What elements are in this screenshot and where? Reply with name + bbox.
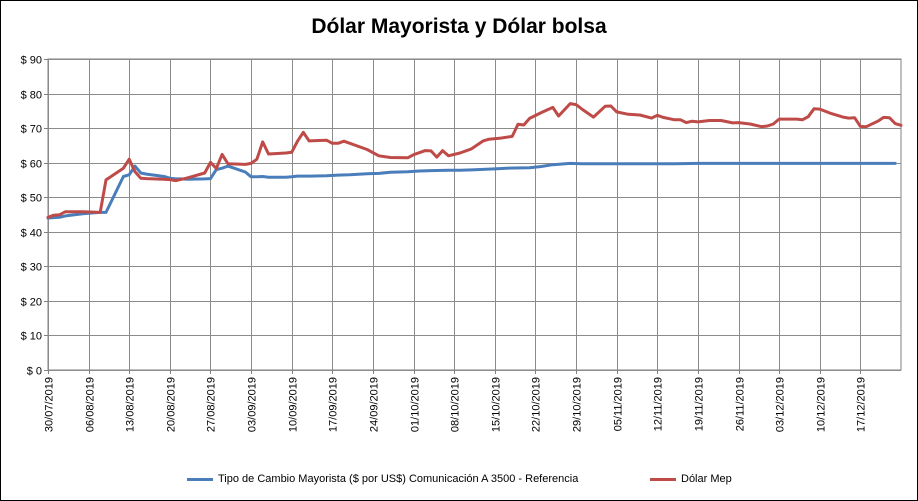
x-tick-label: 12/11/2019 xyxy=(653,377,665,431)
x-tick-label: 17/12/2019 xyxy=(856,377,868,432)
legend-item-mep: Dólar Mep xyxy=(650,473,732,485)
x-tick-label: 10/09/2019 xyxy=(288,377,300,432)
x-tick-label: 27/08/2019 xyxy=(206,377,218,432)
y-tick-label: $ 30 xyxy=(21,262,42,274)
y-tick-label: $ 10 xyxy=(21,331,42,343)
x-tick-label: 03/12/2019 xyxy=(775,377,787,432)
legend: Tipo de Cambio Mayorista ($ por US$) Com… xyxy=(1,470,917,490)
y-tick-label: $ 40 xyxy=(21,228,42,240)
y-tick-label: $ 60 xyxy=(21,159,42,171)
legend-item-mayorista: Tipo de Cambio Mayorista ($ por US$) Com… xyxy=(187,473,578,485)
x-tick-label: 15/10/2019 xyxy=(491,377,503,432)
chart-title: Dólar Mayorista y Dólar bolsa xyxy=(311,15,607,38)
legend-label-mayorista: Tipo de Cambio Mayorista ($ por US$) Com… xyxy=(218,473,579,485)
x-tick-label: 05/11/2019 xyxy=(613,377,625,431)
series-line-mep xyxy=(46,102,903,219)
legend-swatch-mayorista xyxy=(187,477,213,481)
y-tick-label: $ 20 xyxy=(21,297,42,309)
y-tick-label: $ 50 xyxy=(21,193,42,205)
y-tick-label: $ 70 xyxy=(21,124,42,136)
x-tick-label: 13/08/2019 xyxy=(125,377,137,432)
legend-label-mep: Dólar Mep xyxy=(681,473,732,485)
x-tick-label: 06/08/2019 xyxy=(85,377,97,432)
x-tick-label: 01/10/2019 xyxy=(410,377,422,432)
x-tick-label: 20/08/2019 xyxy=(166,377,178,432)
x-tick-label: 24/09/2019 xyxy=(369,377,381,432)
y-tick-label: $ 80 xyxy=(21,90,42,102)
series-line-mayorista xyxy=(46,161,897,220)
x-tick-label: 29/10/2019 xyxy=(572,377,584,432)
plot-area xyxy=(47,58,902,371)
x-tick-label: 03/09/2019 xyxy=(247,377,259,432)
legend-swatch-mep xyxy=(650,477,676,481)
x-tick-label: 26/11/2019 xyxy=(735,377,747,431)
y-tick-label: $ 0 xyxy=(27,366,42,378)
x-tick-label: 22/10/2019 xyxy=(531,377,543,432)
x-tick-label: 19/11/2019 xyxy=(694,377,706,431)
x-tick-label: 17/09/2019 xyxy=(328,377,340,432)
x-tick-label: 30/07/2019 xyxy=(44,377,56,432)
x-tick-label: 08/10/2019 xyxy=(450,377,462,432)
y-tick-label: $ 90 xyxy=(21,55,42,67)
x-tick-label: 10/12/2019 xyxy=(816,377,828,432)
